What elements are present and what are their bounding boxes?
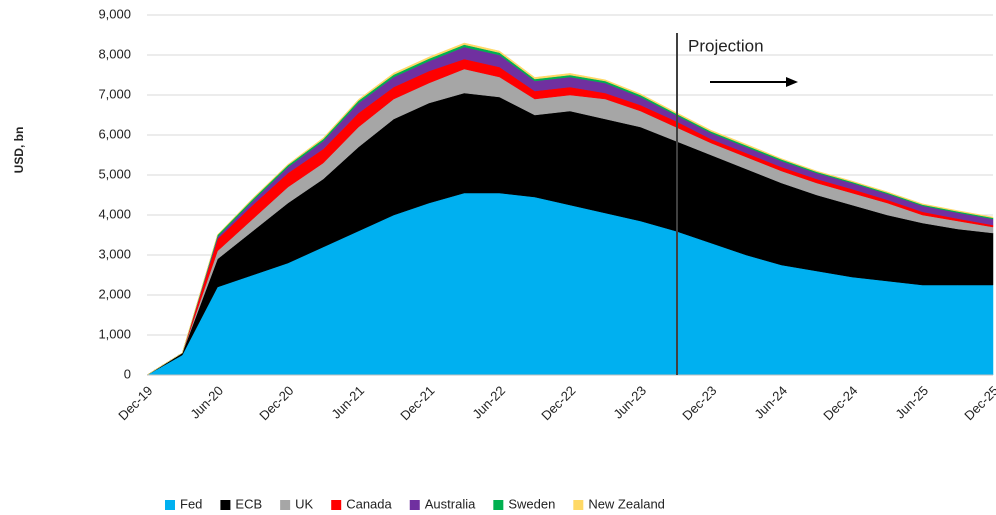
legend-swatch <box>573 500 584 510</box>
x-tick-label: Dec-25 <box>961 383 996 423</box>
legend-label: ECB <box>235 496 262 511</box>
annotation: Projection <box>688 36 764 55</box>
y-axis-label: USD, bn <box>12 127 26 174</box>
legend-swatch <box>280 500 291 510</box>
legend-swatch <box>493 500 504 510</box>
legend-swatch <box>331 500 342 510</box>
arrow-head <box>786 77 798 87</box>
y-tick-label: 1,000 <box>98 326 131 341</box>
x-tick-label: Jun-24 <box>751 383 790 422</box>
plot-area: 0 1,000 2,000 3,000 4,000 5,000 6,000 7,000 8,00… <box>98 6 996 423</box>
legend-label: Sweden <box>508 496 555 511</box>
legend-label: Canada <box>346 496 392 511</box>
legend-swatch <box>409 500 420 510</box>
y-tick-label: 0 <box>124 366 131 381</box>
y-tick-label: 8,000 <box>98 46 131 61</box>
x-tick-label: Jun-20 <box>187 383 226 422</box>
x-tick-label: Dec-19 <box>115 383 155 423</box>
y-tick-label: 3,000 <box>98 246 131 261</box>
x-tick-label: Dec-22 <box>538 383 578 423</box>
legend-swatch <box>220 500 231 510</box>
x-tick-label: Dec-20 <box>256 383 296 423</box>
y-tick-label: 4,000 <box>98 206 131 221</box>
x-tick-label: Dec-21 <box>397 383 437 423</box>
legend-label: Australia <box>425 496 476 511</box>
legend-label: Fed <box>180 496 202 511</box>
x-tick-label: Jun-25 <box>892 383 931 422</box>
legend-label: UK <box>295 496 313 511</box>
legend: Fed ECB UK Canada Australia Sweden New Zealand <box>165 496 665 511</box>
y-tick-label: 2,000 <box>98 286 131 301</box>
y-tick-label: 9,000 <box>98 6 131 21</box>
area <box>146 42 994 376</box>
y-tick-label: 7,000 <box>98 86 131 101</box>
legend-swatch <box>165 500 175 510</box>
x-tick-label: Jun-23 <box>610 383 649 422</box>
x-tick-label: Jun-21 <box>328 383 367 422</box>
y-tick-label: 5,000 <box>98 166 131 181</box>
x-tick-label: Dec-24 <box>820 383 860 423</box>
x-tick-label: Dec-23 <box>679 383 719 423</box>
y-tick-label: 6,000 <box>98 126 131 141</box>
legend-label: New Zealand <box>588 496 665 511</box>
x-tick-label: Jun-22 <box>469 383 508 422</box>
